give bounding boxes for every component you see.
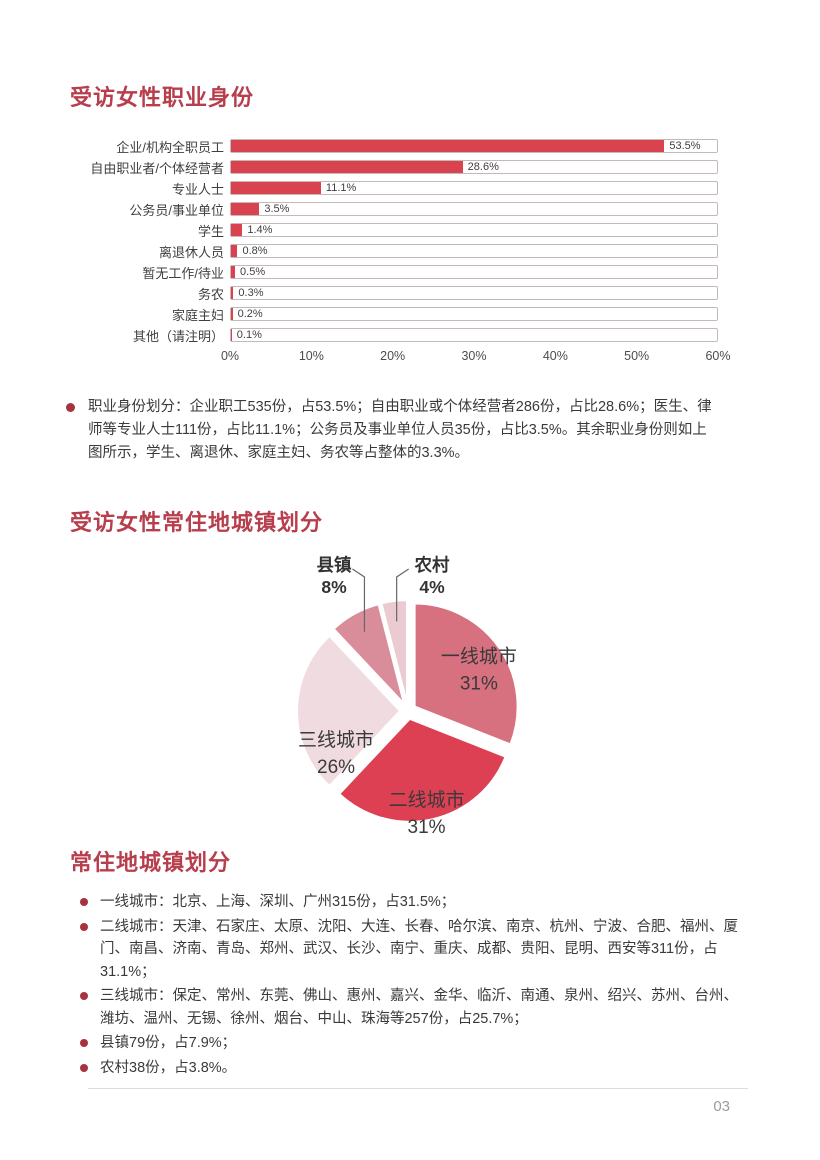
bar-track: 28.6% bbox=[230, 160, 718, 174]
x-axis-tick: 0% bbox=[220, 349, 240, 363]
bar-row: 公务员/事业单位 3.5% bbox=[72, 202, 718, 218]
x-axis-tick: 50% bbox=[624, 349, 650, 363]
residence-pie-chart: 一线城市 31% 二线城市 31% 三线城市 26% 县镇 8% 农村 4% bbox=[230, 543, 590, 843]
list-item: 三线城市：保定、常州、东莞、佛山、惠州、嘉兴、金华、临沂、南通、泉州、绍兴、苏州… bbox=[80, 985, 740, 1030]
bar-track: 0.2% bbox=[230, 307, 718, 321]
list-item-text: 县镇79份，占7.9%； bbox=[100, 1035, 237, 1051]
bar-value-label: 3.5% bbox=[264, 203, 290, 215]
x-axis-tick: 20% bbox=[380, 349, 406, 363]
occupation-bar-chart: 企业/机构全职员工 53.5% 自由职业者/个体经营者 28.6% 专业人士 11.1% 公… bbox=[72, 139, 731, 367]
bar-row: 离退休人员 0.8% bbox=[72, 244, 718, 260]
list-item: 县镇79份，占7.9%； bbox=[80, 1032, 740, 1055]
pie-slice-一线城市 bbox=[413, 602, 519, 746]
pie-leader-line bbox=[352, 568, 366, 632]
bar-category-label: 务农 bbox=[197, 286, 224, 302]
pie-leader-line bbox=[396, 568, 410, 622]
bar-row: 暂无工作/待业 0.5% bbox=[72, 265, 718, 281]
bar-fill bbox=[231, 245, 238, 257]
bar-value-label: 1.4% bbox=[247, 224, 273, 236]
bar-category-label: 离退休人员 bbox=[158, 244, 224, 260]
bar-fill bbox=[231, 224, 243, 236]
bar-fill bbox=[231, 182, 321, 194]
bullet-dot-icon bbox=[80, 1039, 88, 1047]
bar-fill bbox=[231, 266, 236, 278]
bar-row: 企业/机构全职员工 53.5% bbox=[72, 139, 718, 155]
bar-category-label: 其他（请注明） bbox=[132, 328, 224, 344]
bar-track: 0.8% bbox=[230, 244, 718, 258]
x-axis-tick: 60% bbox=[705, 349, 731, 363]
bar-fill bbox=[231, 140, 665, 152]
x-axis-tick: 10% bbox=[298, 349, 324, 363]
bar-track: 3.5% bbox=[230, 202, 718, 216]
bullet-dot-icon bbox=[80, 898, 88, 906]
bar-value-label: 0.3% bbox=[238, 287, 264, 299]
pie-outside-label: 县镇 8% bbox=[317, 555, 352, 597]
footer-divider bbox=[88, 1088, 748, 1089]
bar-row: 学生 1.4% bbox=[72, 223, 718, 239]
bar-fill bbox=[231, 161, 463, 173]
bar-fill bbox=[231, 203, 260, 215]
bar-value-label: 0.8% bbox=[242, 245, 268, 257]
list-item: 一线城市：北京、上海、深圳、广州315份，占31.5%； bbox=[80, 891, 740, 914]
occupation-note-text: 职业身份划分：企业职工535份，占53.5%；自由职业或个体经营者286份，占比… bbox=[88, 399, 712, 461]
bar-value-label: 53.5% bbox=[669, 140, 701, 152]
pie-slice-县镇 bbox=[332, 603, 406, 705]
bar-chart-rows: 企业/机构全职员工 53.5% 自由职业者/个体经营者 28.6% 专业人士 11.1% 公… bbox=[72, 139, 718, 344]
bar-category-label: 专业人士 bbox=[171, 181, 224, 197]
pie-slice-三线城市 bbox=[296, 634, 402, 788]
bar-value-label: 28.6% bbox=[467, 161, 499, 173]
occupation-note: 职业身份划分：企业职工535份，占53.5%；自由职业或个体经营者286份，占比… bbox=[66, 396, 721, 465]
bullet-dot-icon bbox=[80, 992, 88, 1000]
section2-title: 受访女性常住地城镇划分 bbox=[70, 510, 324, 535]
list-item-text: 农村38份，占3.8%。 bbox=[100, 1059, 237, 1076]
bar-value-label: 0.1% bbox=[236, 329, 262, 341]
bar-row: 务农 0.3% bbox=[72, 286, 718, 302]
bar-category-label: 公务员/事业单位 bbox=[129, 202, 224, 218]
bar-value-label: 11.1% bbox=[325, 182, 357, 194]
bar-row: 家庭主妇 0.2% bbox=[72, 307, 718, 323]
list-item-text: 二线城市：天津、石家庄、太原、沈阳、大连、长春、哈尔滨、南京、杭州、宁波、合肥、… bbox=[100, 918, 738, 980]
bar-track: 0.3% bbox=[230, 286, 718, 300]
bar-track: 11.1% bbox=[230, 181, 718, 195]
list-item-text: 一线城市：北京、上海、深圳、广州315份，占31.5%； bbox=[100, 894, 456, 910]
bar-chart-x-axis: 0% 10% 20% 30% 40% 50% 60% bbox=[221, 349, 731, 367]
list-item-text: 三线城市：保定、常州、东莞、佛山、惠州、嘉兴、金华、临沂、南通、泉州、绍兴、苏州… bbox=[100, 988, 738, 1027]
list-item: 二线城市：天津、石家庄、太原、沈阳、大连、长春、哈尔滨、南京、杭州、宁波、合肥、… bbox=[80, 916, 740, 984]
bar-track: 0.5% bbox=[230, 265, 718, 279]
bullet-dot-icon bbox=[80, 922, 88, 931]
pie-slice-二线城市 bbox=[337, 717, 507, 823]
bullet-dot-icon bbox=[80, 1063, 88, 1072]
pie-svg: 一线城市 31% 二线城市 31% 三线城市 26% 县镇 8% 农村 4% bbox=[296, 555, 519, 838]
pie-slice-农村 bbox=[380, 599, 408, 704]
bar-row: 其他（请注明） 0.1% bbox=[72, 328, 718, 344]
bar-row: 专业人士 11.1% bbox=[72, 181, 718, 197]
bar-fill bbox=[231, 308, 233, 320]
bar-fill bbox=[231, 329, 232, 341]
bar-value-label: 0.2% bbox=[237, 308, 263, 320]
bar-track: 53.5% bbox=[230, 139, 718, 153]
section1-title: 受访女性职业身份 bbox=[70, 85, 255, 110]
bar-category-label: 企业/机构全职员工 bbox=[116, 139, 224, 155]
bar-category-label: 暂无工作/待业 bbox=[142, 265, 224, 281]
bar-category-label: 家庭主妇 bbox=[171, 307, 224, 323]
section3-title: 常住地城镇划分 bbox=[70, 850, 232, 875]
page-number: 03 bbox=[713, 1098, 730, 1115]
bar-category-label: 自由职业者/个体经营者 bbox=[90, 160, 224, 176]
bullet-dot-icon bbox=[66, 403, 75, 412]
pie-inside-label: 一线城市 31% bbox=[441, 645, 517, 694]
x-axis-tick: 30% bbox=[461, 349, 487, 363]
pie-inside-label: 二线城市 31% bbox=[389, 789, 465, 838]
bar-track: 1.4% bbox=[230, 223, 718, 237]
pie-inside-label: 三线城市 26% bbox=[298, 729, 374, 778]
x-axis-tick: 40% bbox=[542, 349, 568, 363]
bar-track: 0.1% bbox=[230, 328, 718, 342]
list-item: 农村38份，占3.8%。 bbox=[80, 1057, 740, 1080]
city-division-list: 一线城市：北京、上海、深圳、广州315份，占31.5%； 二线城市：天津、石家庄、… bbox=[80, 891, 740, 1081]
bar-category-label: 学生 bbox=[197, 223, 224, 239]
bar-value-label: 0.5% bbox=[240, 266, 266, 278]
bar-fill bbox=[231, 287, 234, 299]
pie-outside-label: 农村 4% bbox=[414, 555, 450, 597]
bar-row: 自由职业者/个体经营者 28.6% bbox=[72, 160, 718, 176]
